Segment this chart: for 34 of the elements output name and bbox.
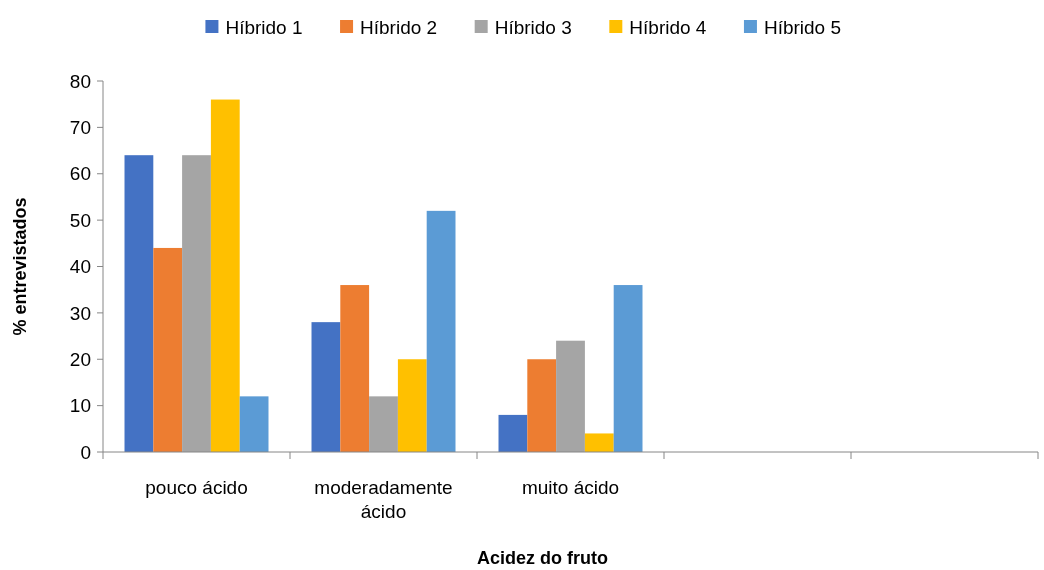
x-tick-label: pouco ácido <box>145 477 248 498</box>
y-tick-label: 60 <box>69 163 91 185</box>
y-tick-label: 70 <box>69 117 91 139</box>
y-tick-label: 0 <box>80 441 91 463</box>
bar <box>369 396 398 452</box>
legend-label: Híbrido 3 <box>494 16 572 38</box>
bar <box>311 322 341 452</box>
bar <box>584 433 614 452</box>
x-axis-title: Acidez do fruto <box>477 548 608 568</box>
x-tick-label: muito ácido <box>521 477 620 498</box>
y-tick-label: 20 <box>69 348 91 370</box>
bar <box>124 155 154 452</box>
y-axis-title: % entrevistados <box>10 197 30 336</box>
bar <box>556 340 585 452</box>
bar <box>613 285 643 452</box>
y-tick-label: 50 <box>69 209 91 231</box>
bar <box>527 359 557 452</box>
bar <box>340 285 370 452</box>
bar <box>498 414 528 452</box>
y-tick-label: 30 <box>69 302 91 324</box>
bar <box>210 99 240 452</box>
legend-label: Híbrido 1 <box>225 16 303 38</box>
y-tick-label: 40 <box>69 256 91 278</box>
legend-label: Híbrido 5 <box>763 16 842 38</box>
bar <box>426 210 456 452</box>
legend-label: Híbrido 2 <box>360 16 438 38</box>
y-tick-label: 10 <box>69 395 91 417</box>
x-tick-label: moderadamente ácido <box>314 477 453 522</box>
legend-label: Híbrido 4 <box>629 16 707 38</box>
y-tick-label: 80 <box>69 70 91 92</box>
bar <box>239 396 269 452</box>
bar <box>153 247 183 452</box>
bar <box>182 155 211 452</box>
bar <box>397 359 427 452</box>
